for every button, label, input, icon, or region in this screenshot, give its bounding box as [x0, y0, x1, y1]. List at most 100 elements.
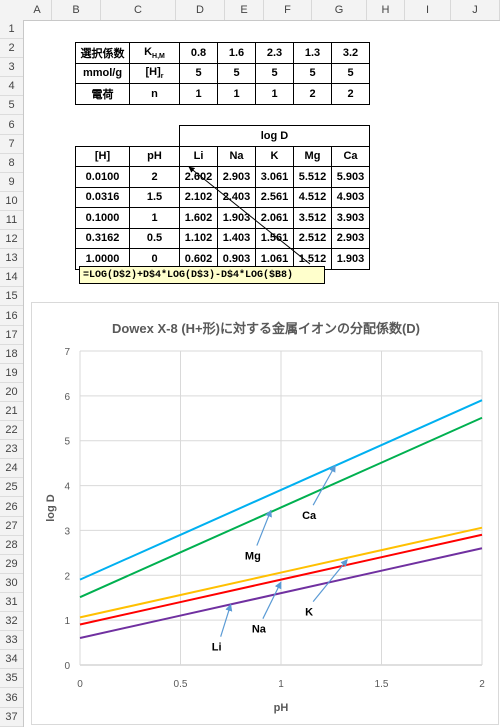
- value-cell[interactable]: 1.561: [255, 227, 294, 249]
- row-header-5[interactable]: 5: [0, 96, 23, 116]
- row-header-25[interactable]: 25: [0, 478, 23, 498]
- value-cell[interactable]: 1.5: [129, 186, 180, 208]
- value-cell[interactable]: 2: [293, 83, 332, 105]
- value-cell[interactable]: 1: [217, 83, 256, 105]
- value-cell[interactable]: 2.403: [217, 186, 256, 208]
- row-header-24[interactable]: 24: [0, 459, 23, 479]
- value-cell[interactable]: 3.061: [255, 166, 294, 188]
- row-header-26[interactable]: 26: [0, 498, 23, 517]
- value-cell[interactable]: 0.0316: [75, 186, 130, 208]
- value-cell[interactable]: 3.903: [331, 207, 370, 229]
- column-header-g[interactable]: G: [312, 0, 367, 20]
- row-header-10[interactable]: 10: [0, 192, 23, 211]
- row-header-12[interactable]: 12: [0, 230, 23, 250]
- row-header-17[interactable]: 17: [0, 326, 23, 345]
- row-header-18[interactable]: 18: [0, 345, 23, 364]
- value-cell[interactable]: 2.602: [179, 166, 218, 188]
- value-cell[interactable]: 2: [331, 83, 370, 105]
- value-cell[interactable]: 2.512: [293, 227, 332, 249]
- value-cell[interactable]: 5: [255, 62, 294, 84]
- value-cell[interactable]: 4.903: [331, 186, 370, 208]
- value-cell[interactable]: 3.512: [293, 207, 332, 229]
- value-cell[interactable]: 0.1000: [75, 207, 130, 229]
- row-header-9[interactable]: 9: [0, 173, 23, 192]
- table-row: 0.3162 0.5 1.102 1.403 1.561 2.512 2.903: [75, 227, 370, 249]
- value-cell[interactable]: 5: [217, 62, 256, 84]
- row-header-16[interactable]: 16: [0, 307, 23, 326]
- row-header-34[interactable]: 34: [0, 650, 23, 670]
- value-cell[interactable]: 1.6: [217, 42, 256, 64]
- value-cell[interactable]: 2.102: [179, 186, 218, 208]
- column-header-c[interactable]: C: [101, 0, 176, 20]
- row-header-13[interactable]: 13: [0, 249, 23, 269]
- column-header-h[interactable]: H: [367, 0, 405, 20]
- column-header-d[interactable]: D: [176, 0, 225, 20]
- value-cell[interactable]: 2.903: [331, 227, 370, 249]
- value-cell[interactable]: 2.3: [255, 42, 294, 64]
- row-header-3[interactable]: 3: [0, 58, 23, 78]
- row-header-36[interactable]: 36: [0, 689, 23, 708]
- row-header-14[interactable]: 14: [0, 268, 23, 288]
- row-header-35[interactable]: 35: [0, 669, 23, 689]
- value-cell[interactable]: 1.903: [331, 248, 370, 270]
- value-cell[interactable]: 2: [129, 166, 180, 188]
- value-cell[interactable]: 0.5: [129, 227, 180, 249]
- value-cell[interactable]: 2.903: [217, 166, 256, 188]
- row-header-7[interactable]: 7: [0, 135, 23, 154]
- series-line-k: [79, 526, 483, 619]
- row-header-8[interactable]: 8: [0, 154, 23, 173]
- row-header-33[interactable]: 33: [0, 631, 23, 651]
- value-cell[interactable]: 3.2: [331, 42, 370, 64]
- row-header-15[interactable]: 15: [0, 287, 23, 307]
- value-cell[interactable]: 5: [179, 62, 218, 84]
- value-cell[interactable]: 0.3162: [75, 227, 130, 249]
- row-header-4[interactable]: 4: [0, 77, 23, 97]
- value-cell[interactable]: 5.512: [293, 166, 332, 188]
- column-header-e[interactable]: E: [225, 0, 264, 20]
- value-cell[interactable]: 0.8: [179, 42, 218, 64]
- column-header-f[interactable]: F: [264, 0, 312, 20]
- row-header-6[interactable]: 6: [0, 116, 23, 135]
- table-row: 電荷 n 1 1 1 2 2: [75, 83, 370, 105]
- column-header: Li: [179, 145, 218, 167]
- value-cell[interactable]: 1.102: [179, 227, 218, 249]
- value-cell[interactable]: 1.602: [179, 207, 218, 229]
- column-header-b[interactable]: B: [52, 0, 101, 20]
- row-header-37[interactable]: 37: [0, 708, 23, 727]
- value-cell[interactable]: 0.0100: [75, 166, 130, 188]
- value-cell[interactable]: 2.561: [255, 186, 294, 208]
- value-cell[interactable]: 1: [129, 207, 180, 229]
- column-header-i[interactable]: I: [405, 0, 451, 20]
- log-d-chart[interactable]: Dowex X-8 (H+形)に対する金属イオンの分配係数(D) 0 1 2 3 4 5 6…: [31, 302, 499, 725]
- row-header-19[interactable]: 19: [0, 364, 23, 383]
- value-cell[interactable]: 2.061: [255, 207, 294, 229]
- value-cell[interactable]: 1.403: [217, 227, 256, 249]
- value-cell[interactable]: 1.3: [293, 42, 332, 64]
- row-header-2[interactable]: 2: [0, 39, 23, 59]
- row-header-1[interactable]: 1: [0, 20, 23, 40]
- row-header-28[interactable]: 28: [0, 536, 23, 555]
- column-header-j[interactable]: J: [451, 0, 500, 20]
- row-label: 電荷: [75, 83, 130, 105]
- row-header-20[interactable]: 20: [0, 383, 23, 402]
- row-header-23[interactable]: 23: [0, 440, 23, 460]
- value-cell[interactable]: 1: [255, 83, 294, 105]
- value-cell[interactable]: 5.903: [331, 166, 370, 188]
- column-header: Na: [217, 145, 256, 167]
- chart-title: Dowex X-8 (H+形)に対する金属イオンの分配係数(D): [112, 321, 420, 336]
- row-header-29[interactable]: 29: [0, 555, 23, 574]
- value-cell[interactable]: 1: [179, 83, 218, 105]
- value-cell[interactable]: 1.903: [217, 207, 256, 229]
- column-header-a[interactable]: A: [23, 0, 52, 20]
- value-cell[interactable]: 5: [331, 62, 370, 84]
- row-header-21[interactable]: 21: [0, 402, 23, 422]
- value-cell[interactable]: 5: [293, 62, 332, 84]
- row-header-22[interactable]: 22: [0, 421, 23, 441]
- row-header-32[interactable]: 32: [0, 612, 23, 632]
- row-header-31[interactable]: 31: [0, 593, 23, 613]
- value-cell[interactable]: 4.512: [293, 186, 332, 208]
- row-header-30[interactable]: 30: [0, 574, 23, 593]
- y-tick-label: 1: [64, 616, 70, 627]
- row-header-27[interactable]: 27: [0, 517, 23, 536]
- row-header-11[interactable]: 11: [0, 211, 23, 231]
